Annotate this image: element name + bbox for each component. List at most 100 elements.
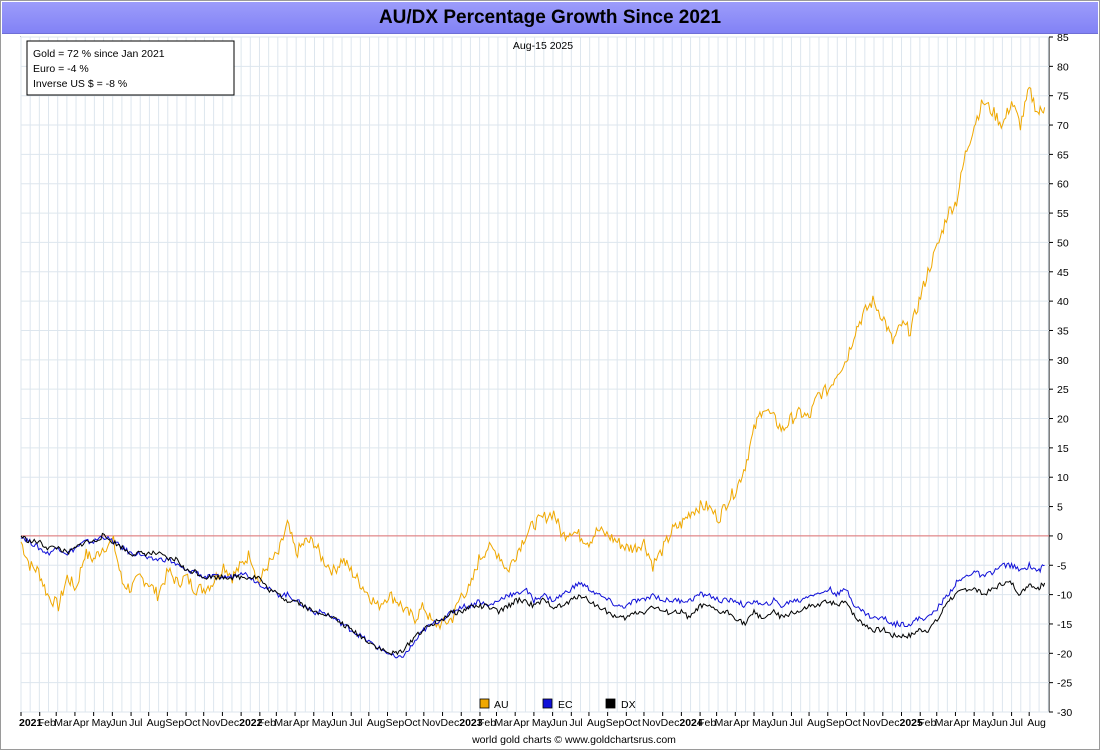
x-tick-label: Dec [220, 717, 239, 729]
x-tick-label: Mar [935, 717, 954, 729]
x-tick-label: Jun [110, 717, 127, 729]
x-tick-label: Sep [165, 717, 184, 729]
x-tick-label: Mar [494, 717, 513, 729]
legend-swatch-ec [542, 698, 553, 709]
series-line-au [20, 86, 1046, 631]
x-tick-label: Jul [569, 717, 582, 729]
y-tick-label: 50 [1057, 237, 1069, 249]
x-tick-label: 2022 [239, 717, 263, 729]
title-bar: AU/DX Percentage Growth Since 2021 [2, 2, 1098, 34]
y-tick-label: 10 [1057, 472, 1069, 484]
y-tick-label: -15 [1057, 619, 1072, 631]
x-tick-label: Apr [953, 717, 970, 729]
x-tick-label: Aug [1027, 717, 1046, 729]
x-tick-label: Apr [293, 717, 310, 729]
x-tick-label: Apr [73, 717, 90, 729]
x-tick-label: May [972, 717, 993, 729]
x-tick-label: Feb [38, 717, 56, 729]
y-tick-label: 70 [1057, 120, 1069, 132]
x-tick-label: Oct [404, 717, 420, 729]
x-tick-label: Feb [478, 717, 496, 729]
series-layer [20, 86, 1046, 659]
x-tick-label: Jun [991, 717, 1008, 729]
x-tick-label: 2024 [679, 717, 703, 729]
y-tick-label: -5 [1057, 560, 1066, 572]
x-tick-label: Sep [606, 717, 625, 729]
x-tick-label: Aug [367, 717, 386, 729]
y-tick-label: 75 [1057, 91, 1069, 103]
x-tick-label: Jul [349, 717, 362, 729]
x-tick-label: Feb [258, 717, 276, 729]
x-tick-label: Aug [147, 717, 166, 729]
x-tick-label: Mar [715, 717, 734, 729]
y-tick-label: 60 [1057, 179, 1069, 191]
y-tick-label: -25 [1057, 678, 1072, 690]
y-tick-label: -10 [1057, 590, 1072, 602]
x-tick-label: Feb [918, 717, 936, 729]
x-tick-label: 2023 [459, 717, 483, 729]
x-tick-label: Dec [441, 717, 460, 729]
x-tick-label: Nov [202, 717, 221, 729]
y-tick-label: -30 [1057, 707, 1072, 719]
x-tick-label: Apr [513, 717, 530, 729]
x-tick-label: Jul [129, 717, 142, 729]
info-box [26, 40, 235, 96]
x-tick-label: Nov [422, 717, 441, 729]
x-tick-label: May [752, 717, 773, 729]
info-line-dollar: Inverse US $ = -8 % [33, 78, 127, 90]
x-tick-label: Sep [826, 717, 845, 729]
legend-label-au: AU [494, 699, 509, 711]
chart-title: AU/DX Percentage Growth Since 2021 [378, 7, 722, 28]
y-tick-label: 35 [1057, 325, 1069, 337]
info-line-gold: Gold = 72 % since Jan 2021 [33, 48, 165, 60]
legend-swatch-dx [605, 698, 616, 709]
y-tick-label: 80 [1057, 61, 1069, 73]
x-tick-label: Sep [386, 717, 405, 729]
legend-label-dx: DX [621, 699, 636, 711]
legend: AU EC DX [479, 698, 636, 711]
y-tick-label: 65 [1057, 149, 1069, 161]
y-tick-label: 20 [1057, 414, 1069, 426]
x-tick-label: May [532, 717, 553, 729]
x-tick-label: Oct [844, 717, 860, 729]
x-tick-label: Jul [789, 717, 802, 729]
x-tick-label: Dec [661, 717, 680, 729]
x-tick-label: 2025 [900, 717, 924, 729]
footer-credit: world gold charts © www.goldchartsrus.co… [471, 734, 676, 746]
x-tick-label: Feb [698, 717, 716, 729]
x-tick-label: Jul [1010, 717, 1023, 729]
x-tick-label: May [312, 717, 333, 729]
y-tick-label: 5 [1057, 502, 1063, 514]
x-tick-label: May [92, 717, 113, 729]
y-tick-label: -20 [1057, 648, 1072, 660]
x-tick-label: Dec [881, 717, 900, 729]
legend-swatch-au [479, 698, 490, 709]
y-tick-label: 45 [1057, 267, 1069, 279]
x-tick-label: Mar [54, 717, 73, 729]
y-tick-label: 30 [1057, 355, 1069, 367]
date-label: Aug-15 2025 [513, 40, 573, 52]
x-tick-label: Nov [642, 717, 661, 729]
x-tick-label: Oct [624, 717, 640, 729]
grid-lines [20, 36, 1049, 713]
x-tick-label: Apr [733, 717, 750, 729]
legend-label-ec: EC [558, 699, 573, 711]
y-tick-label: 40 [1057, 296, 1069, 308]
y-tick-label: 55 [1057, 208, 1069, 220]
x-tick-label: Jun [330, 717, 347, 729]
x-tick-label: Mar [274, 717, 293, 729]
series-line-dx [20, 532, 1046, 656]
x-tick-label: Aug [807, 717, 826, 729]
x-tick-label: Oct [184, 717, 200, 729]
y-tick-label: 0 [1057, 531, 1063, 543]
x-tick-label: 2021 [19, 717, 43, 729]
x-tick-label: Nov [862, 717, 881, 729]
y-tick-label: 85 [1057, 32, 1069, 44]
y-tick-label: 15 [1057, 443, 1069, 455]
series-line-ec [20, 535, 1045, 659]
x-tick-label: Jun [551, 717, 568, 729]
y-tick-label: 25 [1057, 384, 1069, 396]
info-line-euro: Euro = -4 % [33, 63, 89, 75]
